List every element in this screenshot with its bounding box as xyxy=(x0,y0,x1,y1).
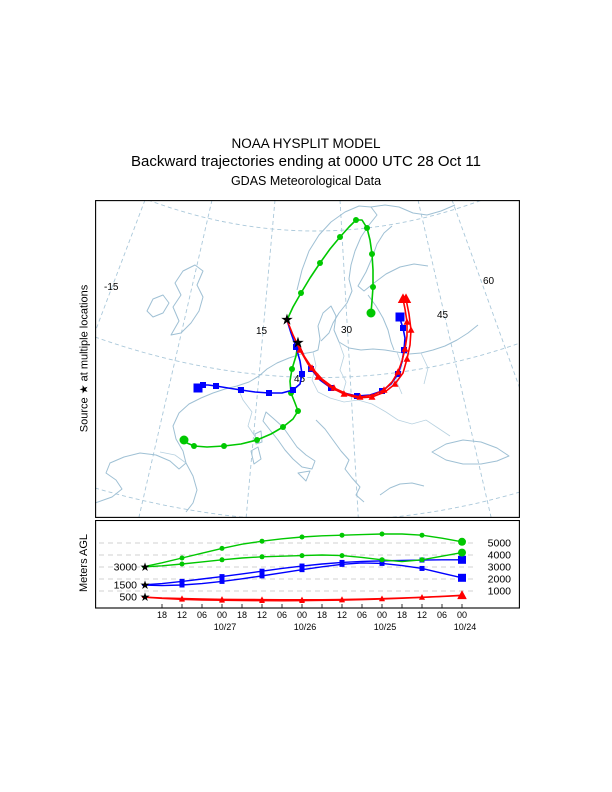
svg-text:500: 500 xyxy=(119,592,137,604)
date-label: 10/25 xyxy=(374,622,397,632)
svg-text:45: 45 xyxy=(294,374,306,385)
svg-text:30: 30 xyxy=(341,325,353,336)
svg-text:45: 45 xyxy=(437,310,449,321)
trajectory-500m-loc2 xyxy=(297,298,408,398)
date-label: 10/26 xyxy=(294,622,317,632)
svg-text:12: 12 xyxy=(337,610,347,620)
svg-text:3000: 3000 xyxy=(488,562,512,574)
svg-text:60: 60 xyxy=(483,276,495,287)
svg-text:4000: 4000 xyxy=(488,550,512,562)
svg-text:5000: 5000 xyxy=(488,538,512,550)
height-gridlines xyxy=(99,542,477,592)
met-data-subtitle: GDAS Meteorological Data xyxy=(230,174,382,188)
height-profiles xyxy=(141,531,467,603)
svg-text:12: 12 xyxy=(257,610,267,620)
svg-text:2000: 2000 xyxy=(488,574,512,586)
source-star-icon: ★ xyxy=(291,335,304,352)
svg-text:00: 00 xyxy=(457,610,467,620)
map-trajectories xyxy=(179,217,415,449)
svg-text:00: 00 xyxy=(217,610,227,620)
date-label: 10/24 xyxy=(454,622,477,632)
plot-title: Backward trajectories ending at 0000 UTC… xyxy=(131,153,481,170)
map-grid-labels: -15 15 30 45 60 45 xyxy=(104,276,495,385)
source-star-icons: ★★ xyxy=(280,312,304,352)
svg-text:12: 12 xyxy=(417,610,427,620)
height-start-labels: 3000 ★1500 ★500 ★ xyxy=(114,560,151,604)
map-border xyxy=(95,200,520,518)
svg-text:15: 15 xyxy=(256,326,268,337)
map-graticule xyxy=(95,200,520,518)
model-title: NOAA HYSPLIT MODEL xyxy=(231,136,381,151)
svg-text:12: 12 xyxy=(177,610,187,620)
map-coastlines xyxy=(95,204,510,513)
svg-text:18: 18 xyxy=(397,610,407,620)
start-height-star-icon: ★ xyxy=(140,578,151,592)
svg-text:06: 06 xyxy=(437,610,447,620)
svg-text:18: 18 xyxy=(237,610,247,620)
trajectory-3000m-loc1 xyxy=(286,219,374,321)
time-axis: 18 12 06 00 18 12 06 00 18 12 06 00 18 12 06 00 10/27 10/… xyxy=(157,604,476,632)
svg-text:18: 18 xyxy=(317,610,327,620)
svg-text:06: 06 xyxy=(197,610,207,620)
svg-text:3000: 3000 xyxy=(114,562,138,574)
height-axis-label: Meters AGL xyxy=(78,533,90,593)
map-source-axis-label: Source ★ at multiple locations xyxy=(78,284,91,433)
svg-text:00: 00 xyxy=(377,610,387,620)
svg-text:1000: 1000 xyxy=(488,586,512,598)
start-height-star-icon: ★ xyxy=(140,560,151,574)
svg-text:00: 00 xyxy=(297,610,307,620)
svg-text:06: 06 xyxy=(357,610,367,620)
svg-text:06: 06 xyxy=(277,610,287,620)
start-height-star-icon: ★ xyxy=(140,590,151,604)
date-label: 10/27 xyxy=(214,622,237,632)
source-star-icon: ★ xyxy=(280,312,293,329)
svg-text:18: 18 xyxy=(157,610,167,620)
height-panel-border xyxy=(95,520,520,609)
trajectory-1500m-loc1 xyxy=(197,319,303,394)
svg-text:1500: 1500 xyxy=(114,580,138,592)
svg-text:-15: -15 xyxy=(104,282,119,293)
